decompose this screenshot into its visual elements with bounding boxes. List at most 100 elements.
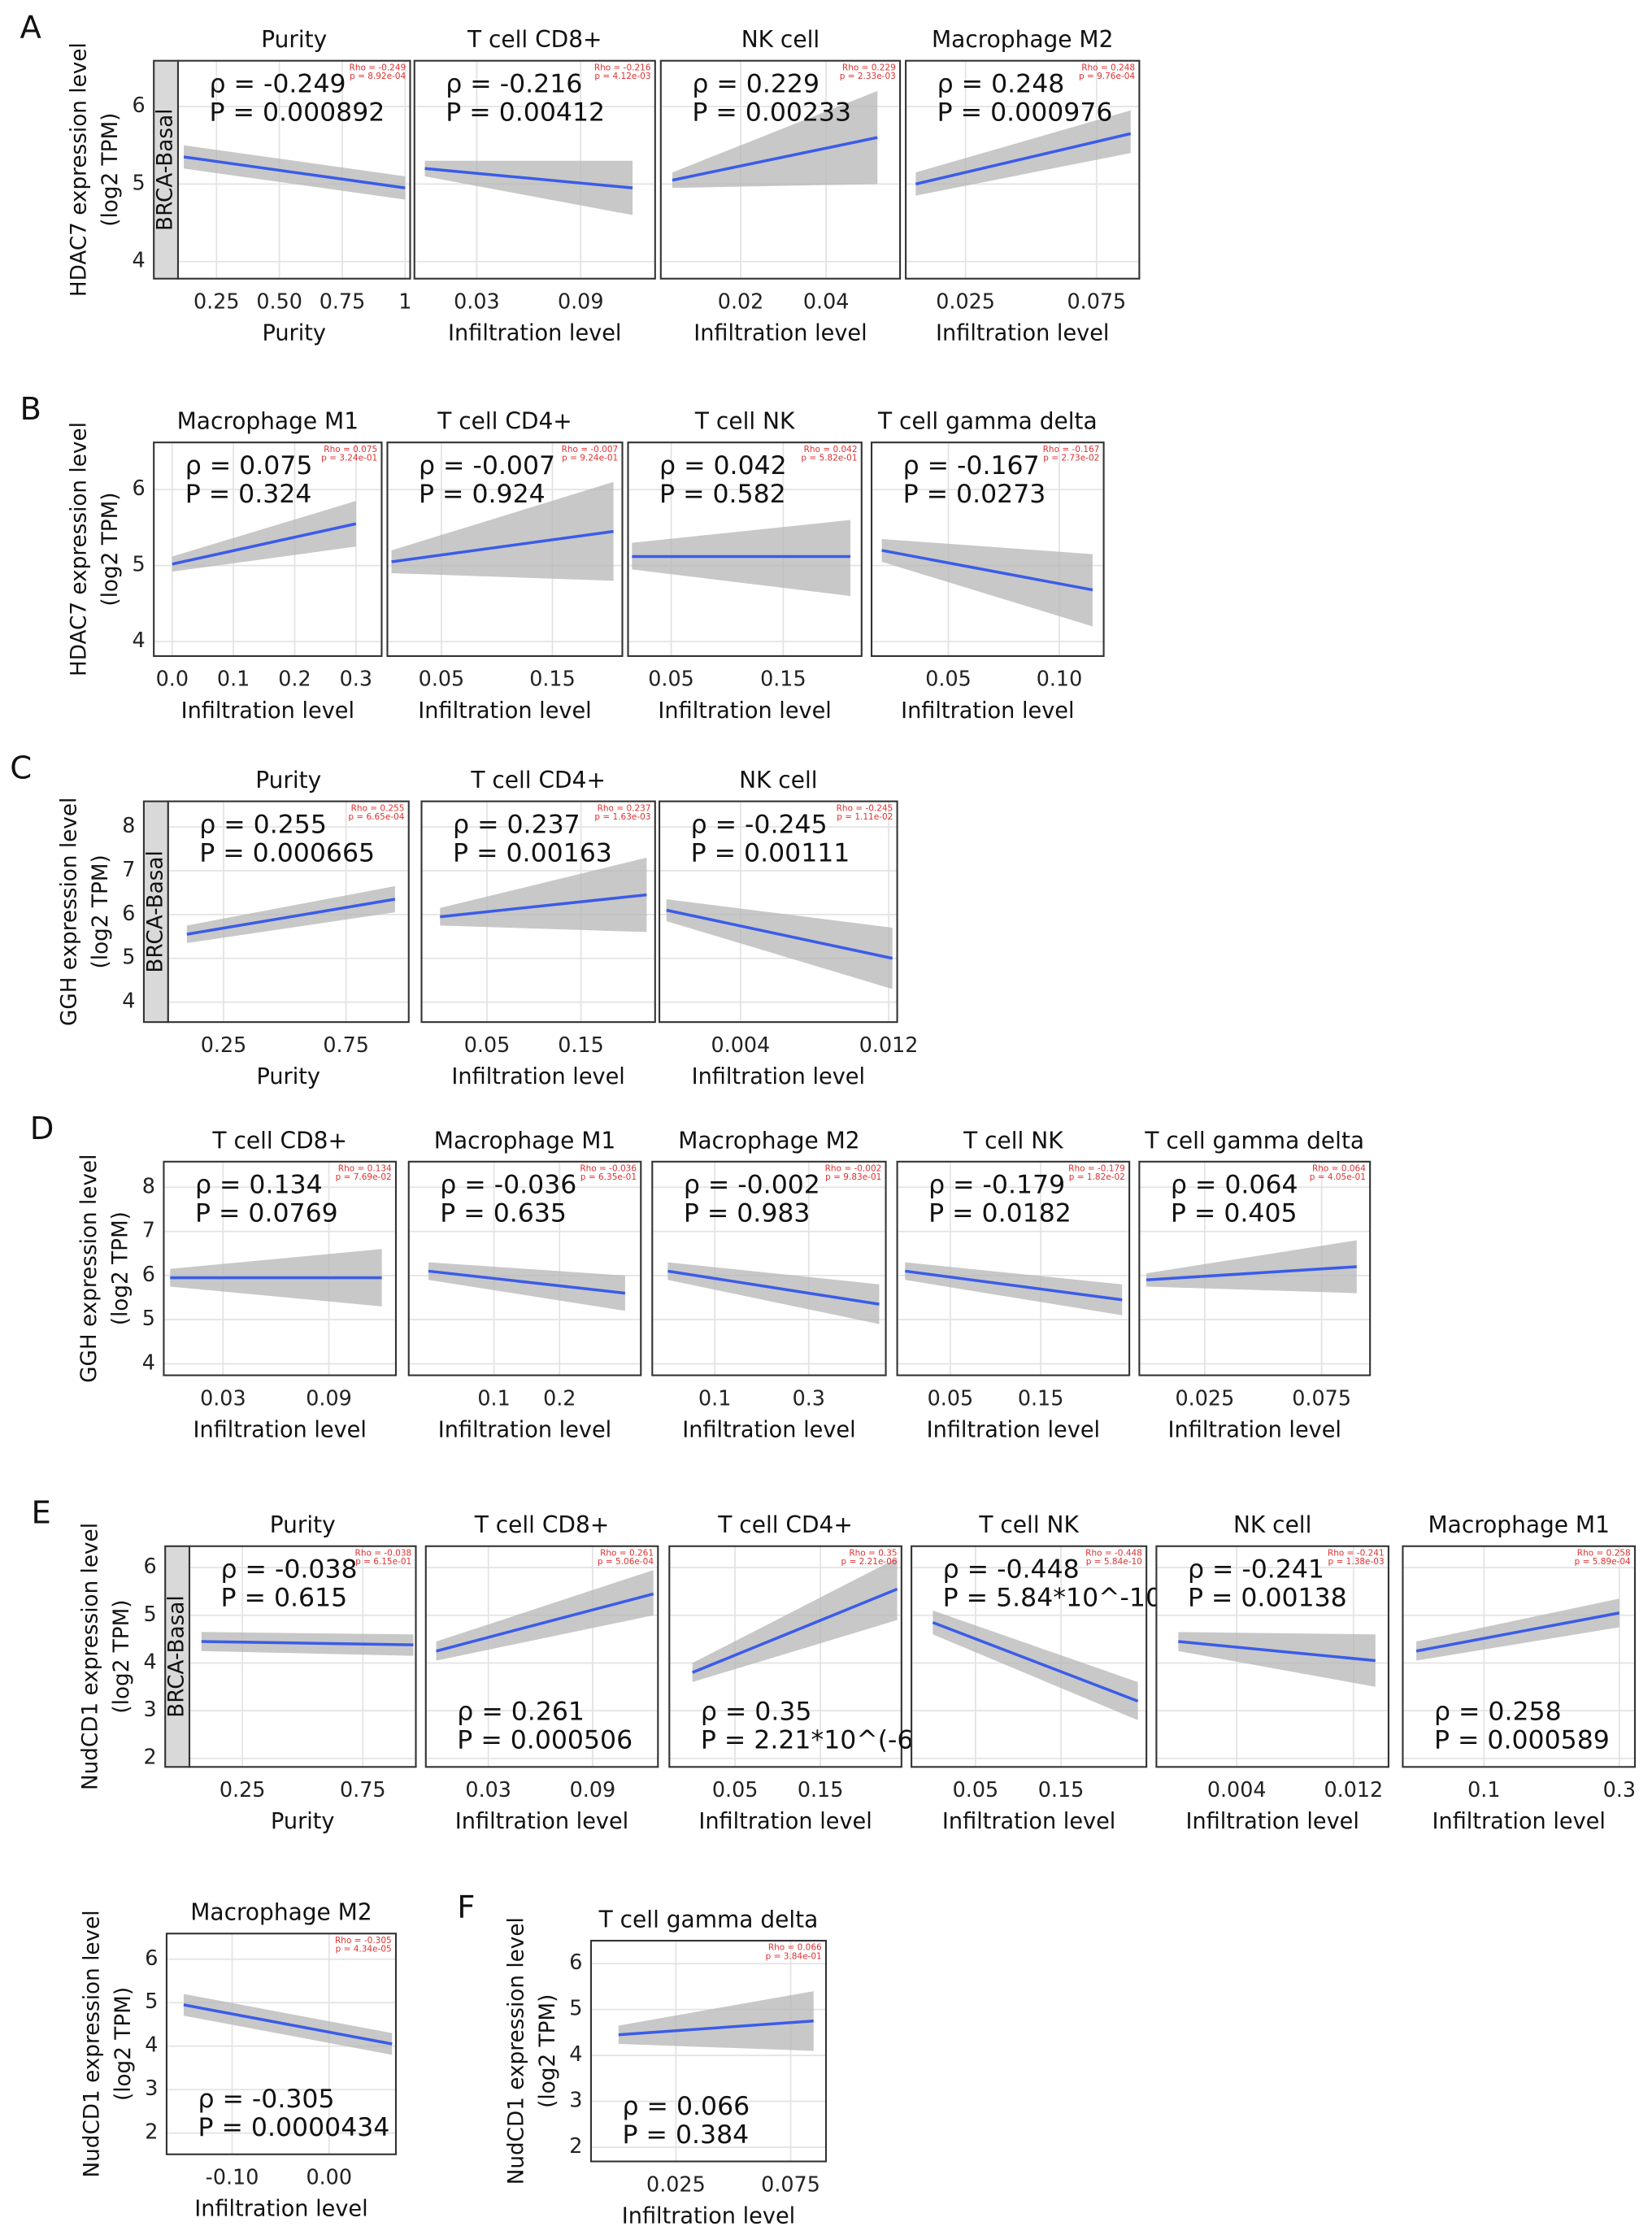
regression-line — [672, 136, 878, 182]
regression-line — [618, 2020, 814, 2037]
panel-title: Macrophage M2 — [190, 1899, 372, 1926]
p-note: p = 2.73e-02 — [1043, 453, 1099, 463]
x-tick-label: 0.15 — [1018, 1385, 1064, 1410]
p-text: P = 0.0000434 — [198, 2113, 389, 2142]
y-tick-label: 3 — [144, 1697, 157, 1721]
p-note: p = 1.38e-03 — [1328, 1557, 1385, 1567]
y-axis-label: (log2 TPM) — [98, 492, 123, 606]
y-tick-label: 6 — [133, 476, 146, 500]
y-tick-label: 5 — [145, 1989, 158, 2013]
panel-border — [1402, 1545, 1637, 1768]
x-tick-label: 0.50 — [256, 289, 302, 314]
x-axis-label: Infiltration level — [942, 1809, 1115, 1834]
panel-border — [659, 59, 902, 280]
rho-note: Rho = -0.179 — [1068, 1164, 1125, 1174]
panel-title: Macrophage M1 — [177, 408, 359, 435]
x-tick-label: 0.2 — [278, 667, 311, 691]
rho-text: ρ = 0.064 — [1171, 1171, 1298, 1200]
panel-title: T cell gamma delta — [877, 408, 1098, 435]
regression-line — [183, 2003, 393, 2046]
regression-line — [428, 1269, 626, 1295]
x-axis-label: Infiltration level — [682, 1417, 855, 1442]
x-tick-label: -0.10 — [206, 2165, 259, 2189]
y-axis-label: (log2 TPM) — [536, 1994, 560, 2108]
regression-line — [905, 1269, 1123, 1302]
regression-line — [183, 155, 406, 189]
rho-note: Rho = 0.258 — [1577, 1549, 1631, 1559]
y-tick-label: 5 — [144, 1602, 157, 1626]
panel-letter: F — [457, 1889, 475, 1926]
rho-text: ρ = -0.249 — [210, 70, 346, 99]
panel-title: T cell NK — [963, 1127, 1063, 1154]
rho-text: ρ = -0.007 — [419, 451, 555, 480]
rho-text: ρ = 0.075 — [185, 451, 313, 480]
y-axis-label: (log2 TPM) — [98, 113, 123, 227]
rho-note: Rho = -0.038 — [355, 1549, 412, 1559]
panel-title: Purity — [255, 767, 321, 794]
y-tick-label: 8 — [142, 1173, 155, 1198]
x-tick-label: 0.02 — [718, 289, 764, 314]
x-tick-label: 0.15 — [529, 667, 576, 691]
rho-text: ρ = -0.305 — [198, 2085, 334, 2114]
regression-line — [201, 1640, 414, 1646]
strip — [142, 800, 169, 1024]
x-tick-label: 0.1 — [698, 1385, 731, 1410]
p-note: p = 3.24e-01 — [321, 453, 377, 463]
x-tick-label: 0.03 — [454, 289, 500, 314]
x-axis-label: Infiltration level — [181, 698, 354, 724]
y-tick-label: 4 — [144, 1649, 157, 1673]
p-note: p = 9.76e-04 — [1079, 72, 1135, 81]
x-axis-label: Infiltration level — [901, 698, 1074, 724]
p-note: p = 1.63e-03 — [594, 812, 650, 822]
panel-background — [590, 1940, 826, 2162]
x-axis-label: Infiltration level — [448, 321, 621, 346]
panel-border — [896, 1160, 1131, 1376]
x-tick-label: 0.25 — [201, 1033, 247, 1057]
y-axis-label: (log2 TPM) — [89, 854, 113, 968]
x-tick-label: 0.004 — [711, 1033, 770, 1057]
y-tick-label: 5 — [569, 1996, 582, 2020]
p-note: p = 6.65e-04 — [348, 812, 404, 822]
rho-note: Rho = 0.075 — [324, 445, 377, 454]
p-note: p = 1.82e-02 — [1069, 1172, 1125, 1182]
x-tick-label: 0.15 — [558, 1033, 604, 1057]
confidence-band — [428, 1262, 625, 1311]
panel-title: T cell gamma delta — [598, 1906, 819, 1933]
rho-note: Rho = 0.35 — [849, 1549, 897, 1559]
x-tick-label: 0.1 — [477, 1385, 510, 1410]
x-tick-label: 0.15 — [760, 667, 806, 691]
panel-title: Purity — [261, 26, 327, 53]
rho-note: Rho = -0.167 — [1043, 445, 1100, 454]
panel-border — [424, 1545, 659, 1768]
x-axis-label: Infiltration level — [1185, 1809, 1359, 1834]
x-axis-label: Infiltration level — [194, 2197, 367, 2222]
x-axis-label: Infiltration level — [1432, 1809, 1605, 1834]
rho-text: ρ = 0.35 — [701, 1698, 812, 1727]
panel-border — [407, 1160, 642, 1376]
p-text: P = 5.84*10^-10 — [943, 1584, 1162, 1613]
x-tick-label: 0.012 — [859, 1033, 919, 1057]
x-axis-label: Purity — [271, 1809, 334, 1834]
x-tick-label: 0.25 — [193, 289, 240, 314]
p-note: p = 7.69e-02 — [336, 1172, 392, 1182]
x-axis-label: Infiltration level — [438, 1417, 611, 1442]
panel-title: T cell CD8+ — [211, 1127, 347, 1154]
x-tick-label: 0.75 — [323, 1033, 369, 1057]
panel-title: T cell NK — [694, 408, 795, 435]
x-tick-label: 0.075 — [1292, 1385, 1351, 1410]
rho-note: Rho = -0.216 — [594, 63, 651, 72]
p-text: P = 0.582 — [659, 480, 786, 509]
x-tick-label: 0.00 — [306, 2165, 352, 2189]
y-tick-label: 5 — [133, 170, 146, 194]
rho-text: ρ = -0.241 — [1188, 1555, 1324, 1585]
rho-text: ρ = 0.258 — [1434, 1698, 1562, 1727]
confidence-band — [391, 481, 614, 581]
rho-note: Rho = -0.245 — [837, 803, 893, 813]
y-tick-label: 6 — [122, 901, 135, 925]
strip-label: BRCA-Basal — [165, 1595, 189, 1717]
y-tick-label: 4 — [142, 1350, 155, 1374]
x-tick-label: 0.03 — [465, 1777, 511, 1802]
y-tick-label: 5 — [133, 552, 146, 576]
x-tick-label: 0.1 — [217, 667, 250, 691]
